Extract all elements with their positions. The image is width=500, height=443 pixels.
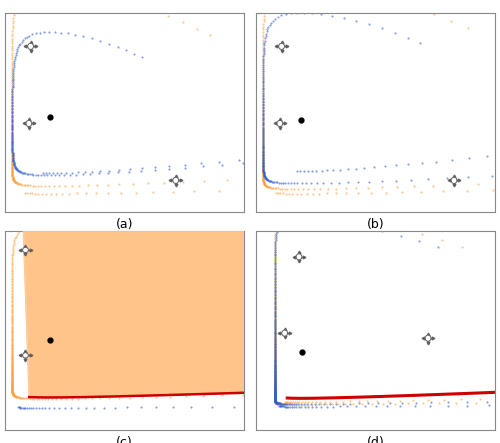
Circle shape [22,247,28,253]
Circle shape [277,120,283,127]
Circle shape [451,177,457,183]
Circle shape [26,120,32,127]
Text: (b): (b) [366,218,384,230]
Text: (d): (d) [366,435,384,443]
Polygon shape [12,0,500,397]
Polygon shape [12,0,500,397]
Circle shape [22,353,28,358]
Circle shape [425,335,431,341]
Text: (a): (a) [116,218,134,230]
Circle shape [296,254,302,260]
Circle shape [282,330,288,336]
Text: (c): (c) [116,435,133,443]
Circle shape [278,43,284,50]
Circle shape [173,177,178,183]
Circle shape [28,43,34,50]
